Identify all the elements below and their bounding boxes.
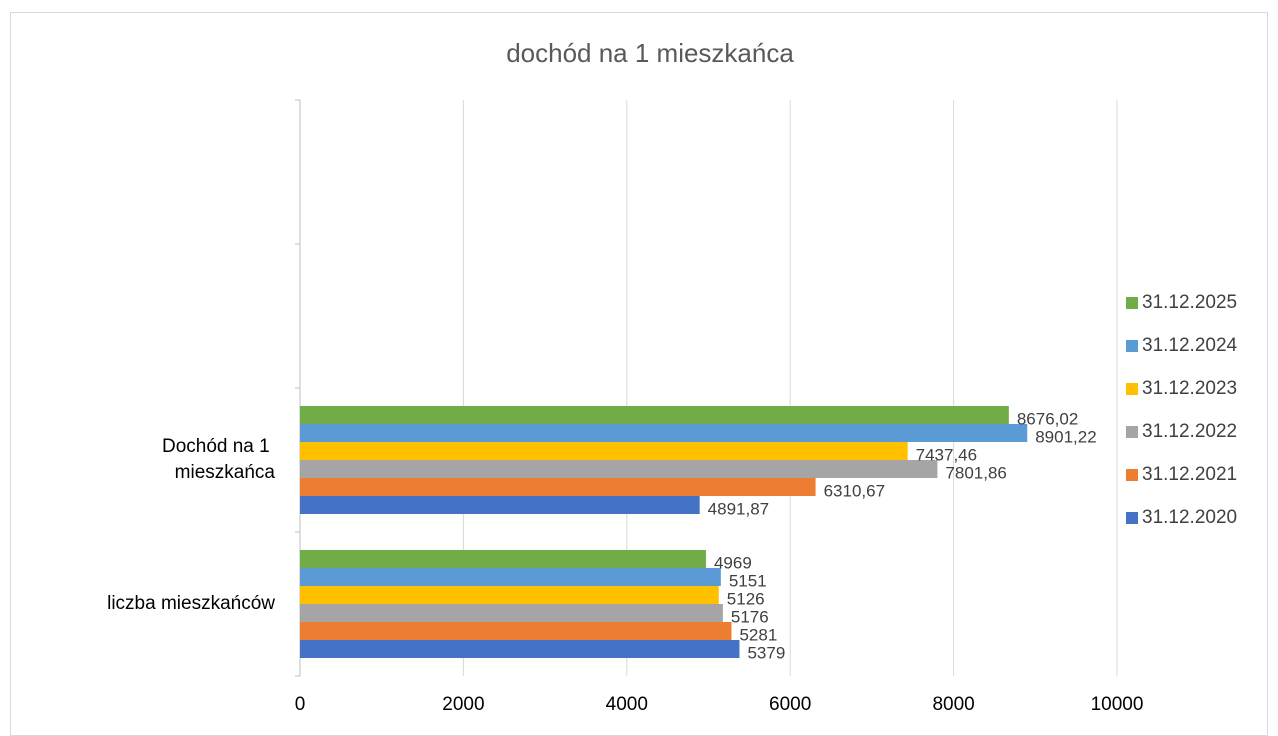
legend-swatch <box>1126 297 1138 309</box>
x-tick-label: 2000 <box>442 694 484 715</box>
bar <box>300 550 706 568</box>
data-label: 5151 <box>729 571 767 590</box>
bar <box>300 496 700 514</box>
bar <box>300 460 938 478</box>
bar <box>300 478 816 496</box>
bar <box>300 442 908 460</box>
legend-label: 31.12.2025 <box>1142 292 1237 313</box>
data-label: 7801,86 <box>945 463 1006 482</box>
data-label: 5176 <box>731 607 769 626</box>
bar <box>300 640 740 658</box>
legend-swatch <box>1126 469 1138 481</box>
legend-label: 31.12.2020 <box>1142 507 1237 528</box>
chart-title: dochód na 1 mieszkańca <box>506 38 794 68</box>
x-tick-label: 10000 <box>1091 694 1144 715</box>
data-label: 8676,02 <box>1017 409 1078 428</box>
data-label: 8901,22 <box>1035 427 1096 446</box>
data-label: 7437,46 <box>916 445 977 464</box>
data-label: 5281 <box>739 625 777 644</box>
legend-label: 31.12.2024 <box>1142 335 1238 356</box>
bar <box>300 424 1028 442</box>
x-tick-label: 6000 <box>769 694 811 715</box>
y-tick-label: Dochód na 1 mieszkańca <box>162 436 275 483</box>
bar <box>300 622 732 640</box>
data-label: 4891,87 <box>708 499 769 518</box>
bar <box>300 568 721 586</box>
legend-swatch <box>1126 512 1138 524</box>
y-tick-label: liczba mieszkańców <box>107 593 275 614</box>
x-tick-label: 8000 <box>932 694 974 715</box>
x-tick-label: 4000 <box>606 694 648 715</box>
legend-swatch <box>1126 426 1138 438</box>
bar <box>300 604 723 622</box>
x-tick-label: 0 <box>295 694 306 715</box>
data-label: 4969 <box>714 553 752 572</box>
bar <box>300 406 1009 424</box>
legend-label: 31.12.2021 <box>1142 464 1237 485</box>
data-label: 5379 <box>747 643 785 662</box>
legend-swatch <box>1126 340 1138 352</box>
legend-swatch <box>1126 383 1138 395</box>
data-label: 5126 <box>727 589 765 608</box>
legend-label: 31.12.2022 <box>1142 421 1237 442</box>
bar <box>300 586 719 604</box>
legend-label: 31.12.2023 <box>1142 378 1237 399</box>
data-label: 6310,67 <box>824 481 885 500</box>
